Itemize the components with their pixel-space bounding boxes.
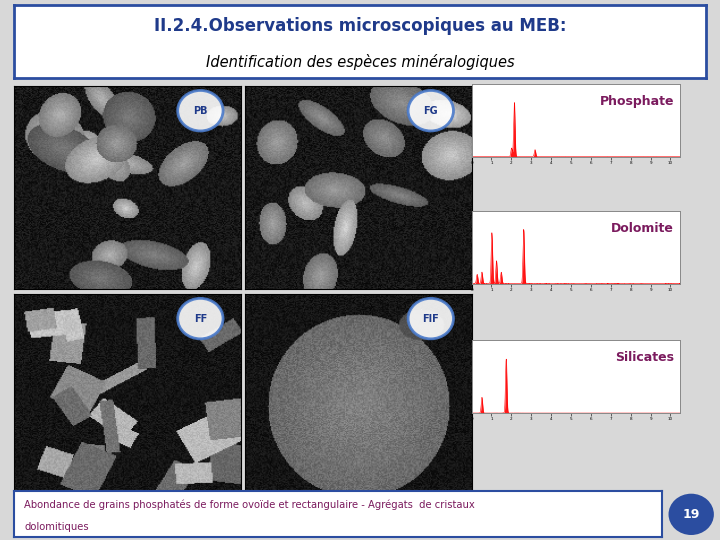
Text: Identification des espèces minéralogiques: Identification des espèces minéralogique… — [206, 54, 514, 70]
Text: 19: 19 — [683, 508, 700, 521]
Text: II.2.4.Observations microscopiques au MEB:: II.2.4.Observations microscopiques au ME… — [154, 17, 566, 35]
Circle shape — [178, 90, 223, 131]
Text: Dolomite: Dolomite — [611, 221, 674, 234]
Circle shape — [408, 298, 454, 339]
Circle shape — [668, 494, 714, 535]
Circle shape — [178, 298, 223, 339]
Text: Phosphate: Phosphate — [600, 94, 674, 107]
Text: FG: FG — [423, 106, 438, 116]
Text: Abondance de grains phosphatés de forme ovoïde et rectangulaire - Agrégats  de c: Abondance de grains phosphatés de forme … — [24, 499, 475, 510]
Text: Silicates: Silicates — [615, 351, 674, 364]
Circle shape — [408, 90, 454, 131]
Text: FIF: FIF — [423, 314, 439, 323]
Text: FF: FF — [194, 314, 207, 323]
Text: PB: PB — [193, 106, 207, 116]
Text: dolomitiques: dolomitiques — [24, 522, 89, 532]
